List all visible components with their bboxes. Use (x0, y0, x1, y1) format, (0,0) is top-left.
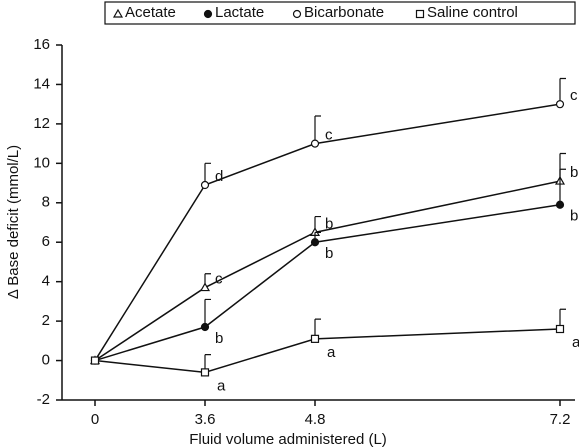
significance-label: b (570, 208, 578, 225)
significance-label: b (570, 164, 578, 181)
x-axis-label: Fluid volume administered (L) (189, 431, 387, 448)
y-tick-label: 14 (33, 75, 50, 92)
significance-label: c (325, 127, 333, 144)
data-point (199, 282, 211, 292)
series-line (94, 103, 561, 361)
error-bar (559, 77, 566, 105)
data-point (200, 368, 210, 377)
data-point (310, 139, 320, 148)
y-tick-label: -2 (37, 391, 50, 408)
data-point (90, 356, 100, 365)
significance-label: d (215, 168, 223, 185)
y-tick-label: 12 (33, 115, 50, 132)
error-bar (314, 115, 321, 144)
x-tick-label: 7.2 (550, 411, 571, 428)
y-tick-label: 6 (42, 233, 50, 250)
significance-label: a (217, 377, 226, 394)
legend-marker (415, 9, 425, 19)
y-tick-label: 4 (42, 273, 50, 290)
y-tick-label: 2 (42, 312, 50, 329)
x-tick-label: 3.6 (195, 411, 216, 428)
significance-label: a (572, 334, 579, 351)
data-point (200, 322, 210, 332)
legend-marker (112, 8, 124, 18)
y-tick-label: 10 (33, 154, 50, 171)
y-tick-label: 16 (33, 36, 50, 53)
legend-label: Saline control (427, 4, 518, 21)
data-point (555, 324, 565, 334)
x-tick-label: 0 (91, 411, 99, 428)
legend-label: Lactate (215, 4, 264, 21)
error-bar (559, 152, 566, 182)
data-point (200, 180, 210, 190)
series-line (94, 328, 561, 374)
legend-marker (203, 9, 213, 19)
significance-label: b (325, 245, 333, 262)
y-axis-label: Δ Base deficit (mmol/L) (5, 145, 22, 299)
x-tick-label: 4.8 (305, 411, 326, 428)
data-point (310, 334, 320, 343)
data-point (555, 200, 565, 209)
y-tick-label: 8 (42, 194, 50, 211)
legend-label: Acetate (125, 4, 176, 21)
legend-label: Bicarbonate (304, 4, 384, 21)
y-tick-label: 0 (42, 352, 50, 369)
legend-box (104, 1, 576, 25)
data-point (310, 238, 320, 247)
data-point (555, 100, 565, 109)
error-bar (559, 168, 566, 205)
series-line (94, 180, 561, 362)
significance-label: c (570, 87, 578, 104)
error-bar (204, 298, 211, 328)
significance-label: c (215, 271, 223, 288)
significance-label: b (215, 330, 223, 347)
significance-label: a (327, 344, 336, 361)
legend-marker (292, 9, 302, 19)
series-line (94, 204, 561, 362)
significance-label: b (325, 215, 333, 232)
